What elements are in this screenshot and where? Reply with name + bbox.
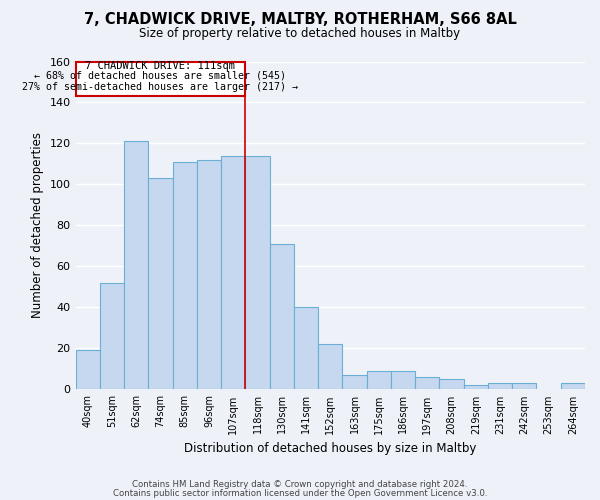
FancyBboxPatch shape — [76, 62, 245, 96]
Bar — [512, 384, 536, 390]
Text: ← 68% of detached houses are smaller (545): ← 68% of detached houses are smaller (54… — [34, 71, 286, 81]
Bar — [148, 178, 173, 390]
Text: 27% of semi-detached houses are larger (217) →: 27% of semi-detached houses are larger (… — [22, 82, 298, 92]
Bar — [464, 386, 488, 390]
Bar — [124, 142, 148, 390]
Bar — [173, 162, 197, 390]
Bar — [294, 308, 318, 390]
Text: Size of property relative to detached houses in Maltby: Size of property relative to detached ho… — [139, 28, 461, 40]
Bar — [488, 384, 512, 390]
Bar — [197, 160, 221, 390]
Bar — [318, 344, 343, 390]
Bar — [415, 377, 439, 390]
Text: 7 CHADWICK DRIVE: 111sqm: 7 CHADWICK DRIVE: 111sqm — [85, 60, 235, 70]
Bar — [367, 371, 391, 390]
Bar — [221, 156, 245, 390]
X-axis label: Distribution of detached houses by size in Maltby: Distribution of detached houses by size … — [184, 442, 476, 455]
Bar — [269, 244, 294, 390]
Bar — [439, 379, 464, 390]
Bar — [561, 384, 585, 390]
Bar — [100, 283, 124, 390]
Bar — [343, 375, 367, 390]
Bar — [245, 156, 269, 390]
Bar — [76, 350, 100, 390]
Text: Contains HM Land Registry data © Crown copyright and database right 2024.: Contains HM Land Registry data © Crown c… — [132, 480, 468, 489]
Text: Contains public sector information licensed under the Open Government Licence v3: Contains public sector information licen… — [113, 488, 487, 498]
Text: 7, CHADWICK DRIVE, MALTBY, ROTHERHAM, S66 8AL: 7, CHADWICK DRIVE, MALTBY, ROTHERHAM, S6… — [83, 12, 517, 28]
Y-axis label: Number of detached properties: Number of detached properties — [31, 132, 44, 318]
Bar — [391, 371, 415, 390]
